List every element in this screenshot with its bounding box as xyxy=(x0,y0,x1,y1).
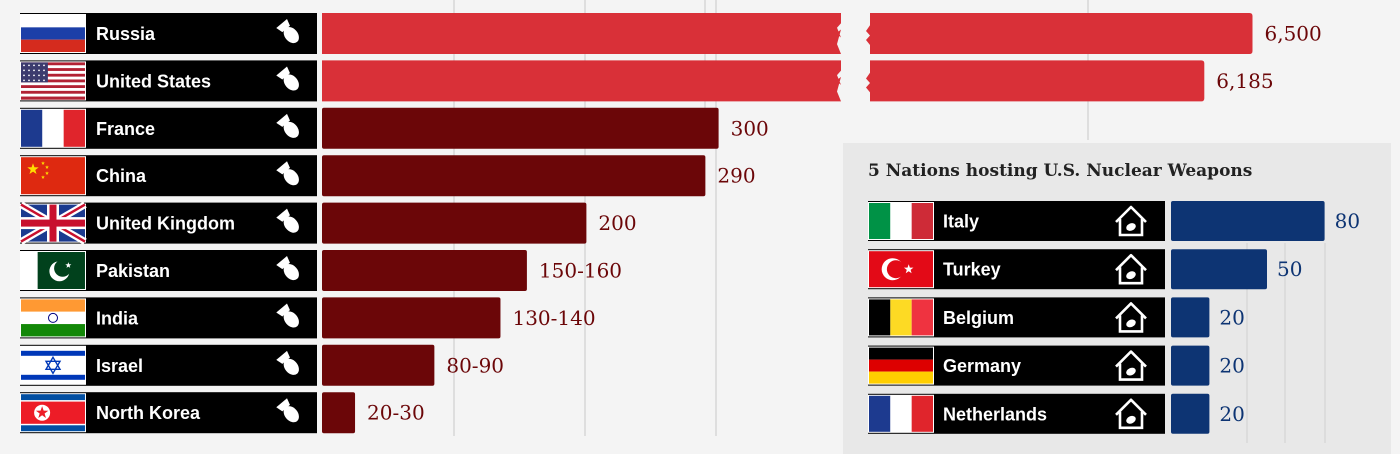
country-label: Russia xyxy=(96,24,156,44)
country-label: United States xyxy=(96,71,211,91)
uk-flag xyxy=(19,201,87,245)
france-flag xyxy=(20,108,86,148)
house-bomb-icon xyxy=(1115,302,1147,333)
belgium-flag xyxy=(868,298,934,337)
row-china: China 290 xyxy=(20,155,756,197)
north-korea-flag xyxy=(20,393,86,433)
china-flag xyxy=(20,156,86,196)
bomb-icon xyxy=(276,208,299,233)
value-label: 20 xyxy=(1219,402,1244,426)
value-label: 150-160 xyxy=(539,259,622,283)
bar xyxy=(1171,345,1210,386)
value-label: 300 xyxy=(731,116,769,140)
country-label: Pakistan xyxy=(96,261,170,281)
bar-segment xyxy=(322,60,841,102)
country-label: China xyxy=(96,166,147,186)
bar xyxy=(322,344,435,386)
row-india: India 130-140 xyxy=(20,297,596,339)
row-united-states: United States 6,185 xyxy=(20,60,1274,102)
value-label: 290 xyxy=(717,164,755,188)
value-label: 6,500 xyxy=(1265,22,1322,46)
bar xyxy=(866,13,1253,54)
turkey-flag xyxy=(868,250,934,289)
bar xyxy=(322,297,501,339)
bomb-icon xyxy=(276,303,299,328)
bar xyxy=(1171,393,1210,434)
house-bomb-icon xyxy=(1115,350,1147,381)
row-belgium: Belgium 20 xyxy=(868,297,1245,338)
india-flag xyxy=(20,298,86,338)
house-bomb-icon xyxy=(1115,398,1147,430)
country-label: Belgium xyxy=(943,308,1014,328)
netherlands-flag xyxy=(868,394,934,433)
country-label: North Korea xyxy=(96,403,201,423)
value-label: 50 xyxy=(1277,257,1302,281)
germany-flag xyxy=(868,346,934,385)
israel-flag xyxy=(20,345,86,385)
inset-title: 5 Nations hosting U.S. Nuclear Weapons xyxy=(868,161,1253,181)
bar xyxy=(322,202,587,244)
bomb-icon xyxy=(276,398,299,423)
country-label: United Kingdom xyxy=(96,214,235,234)
country-label: France xyxy=(96,119,155,139)
value-label: 80 xyxy=(1335,209,1360,233)
row-turkey: Turkey 50 xyxy=(868,249,1302,290)
bomb-icon xyxy=(276,256,299,281)
bar xyxy=(866,60,1205,102)
hosting-nations-panel: 5 Nations hosting U.S. Nuclear Weapons I… xyxy=(843,143,1391,454)
bomb-icon xyxy=(276,161,299,186)
value-label: 130-140 xyxy=(512,306,595,330)
house-bomb-icon xyxy=(1115,253,1147,285)
russia-flag xyxy=(20,14,86,53)
value-label: 6,185 xyxy=(1216,69,1273,93)
bomb-icon xyxy=(276,66,299,91)
bar-segment xyxy=(322,13,841,54)
row-pakistan: Pakistan 150-160 xyxy=(20,250,622,291)
bar xyxy=(322,250,527,291)
country-label: India xyxy=(96,308,139,328)
house-bomb-icon xyxy=(1115,205,1147,237)
value-label: 80-90 xyxy=(446,353,504,377)
country-label: Israel xyxy=(96,356,143,376)
row-germany: Germany 20 xyxy=(868,345,1245,386)
row-israel: Israel 80-90 xyxy=(20,344,504,386)
bar xyxy=(322,392,356,434)
value-label: 20-30 xyxy=(367,401,425,425)
value-label: 20 xyxy=(1219,305,1244,329)
usa-flag xyxy=(20,61,86,101)
country-label: Germany xyxy=(943,356,1021,376)
bomb-icon xyxy=(276,113,299,138)
row-russia: Russia 6,500 xyxy=(20,13,1322,54)
bar xyxy=(1171,201,1325,241)
country-label: Netherlands xyxy=(943,404,1047,424)
value-label: 20 xyxy=(1219,354,1244,378)
bar xyxy=(322,107,719,149)
row-north-korea: North Korea 20-30 xyxy=(20,392,425,434)
value-label: 200 xyxy=(598,211,636,235)
pakistan-flag xyxy=(20,251,86,290)
bar xyxy=(322,155,706,197)
row-france: France 300 xyxy=(20,107,769,149)
bomb-icon xyxy=(276,350,299,375)
country-label: Italy xyxy=(943,212,979,232)
bar xyxy=(1171,297,1210,338)
country-label: Turkey xyxy=(943,260,1001,280)
row-netherlands: Netherlands 20 xyxy=(868,393,1245,434)
bar xyxy=(1171,249,1267,290)
row-united-kingdom: United Kingdom 200 xyxy=(19,201,637,245)
italy-flag xyxy=(868,202,934,240)
row-italy: Italy 80 xyxy=(868,201,1360,241)
bomb-icon xyxy=(276,19,299,44)
